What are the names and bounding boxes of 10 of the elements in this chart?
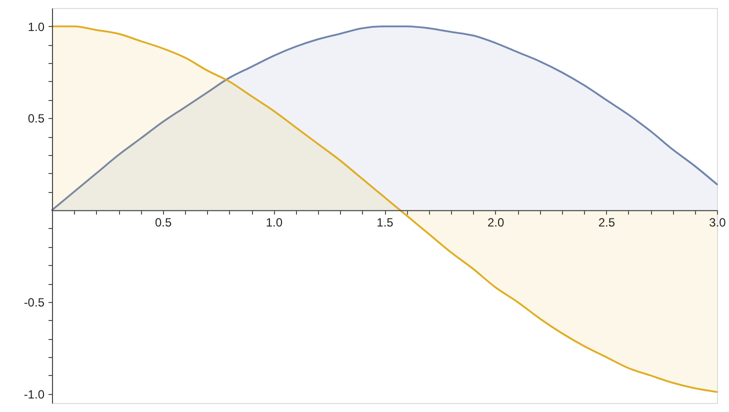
x-tick-label: 2.5: [598, 216, 616, 230]
x-tick-label: 2.0: [487, 216, 504, 230]
y-tick-label: 0.5: [28, 112, 45, 126]
y-tick-label: -1.0: [24, 387, 45, 402]
y-tick-label: -0.5: [24, 295, 45, 310]
x-tick-label: 1.5: [376, 216, 394, 230]
x-tick-label: 0.5: [154, 216, 172, 230]
y-tick-label: 1.0: [28, 20, 45, 34]
x-tick-label: 3.0: [709, 216, 726, 230]
x-tick-label: 1.0: [266, 216, 283, 230]
